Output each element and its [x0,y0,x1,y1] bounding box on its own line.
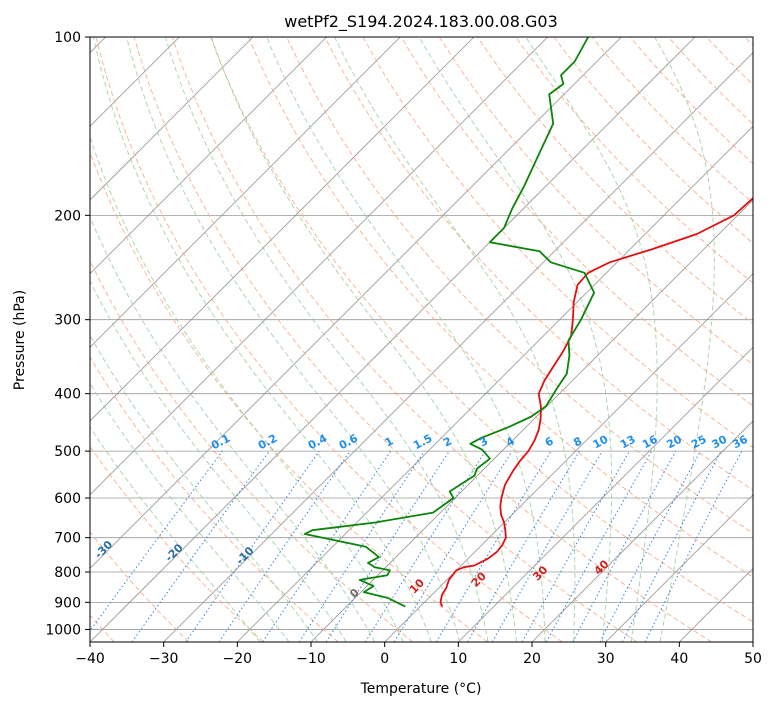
y-tick-label: 700 [54,531,81,547]
y-axis-title: Pressure (hPa) [12,290,28,390]
x-tick-label: 10 [449,651,467,667]
x-tick-label: 50 [744,651,762,667]
x-tick-label: −20 [223,651,253,667]
y-tick-label: 200 [54,208,81,224]
x-tick-label: 0 [380,651,389,667]
y-tick-label: 800 [54,565,81,581]
x-tick-label: 20 [523,651,541,667]
y-tick-label: 1000 [45,622,81,638]
chart-title: wetPf2_S194.2024.183.00.08.G03 [284,12,558,32]
y-tick-label: 400 [54,387,81,403]
y-tick-label: 100 [54,30,81,46]
x-tick-label: 30 [597,651,615,667]
x-tick-label: −40 [75,651,105,667]
y-tick-label: 300 [54,313,81,329]
x-axis-title: Temperature (°C) [360,681,482,697]
y-tick-label: 900 [54,595,81,611]
x-tick-label: 40 [670,651,688,667]
y-tick-label: 500 [54,444,81,460]
x-tick-label: −10 [296,651,326,667]
y-tick-label: 600 [54,491,81,507]
x-tick-label: −30 [149,651,179,667]
